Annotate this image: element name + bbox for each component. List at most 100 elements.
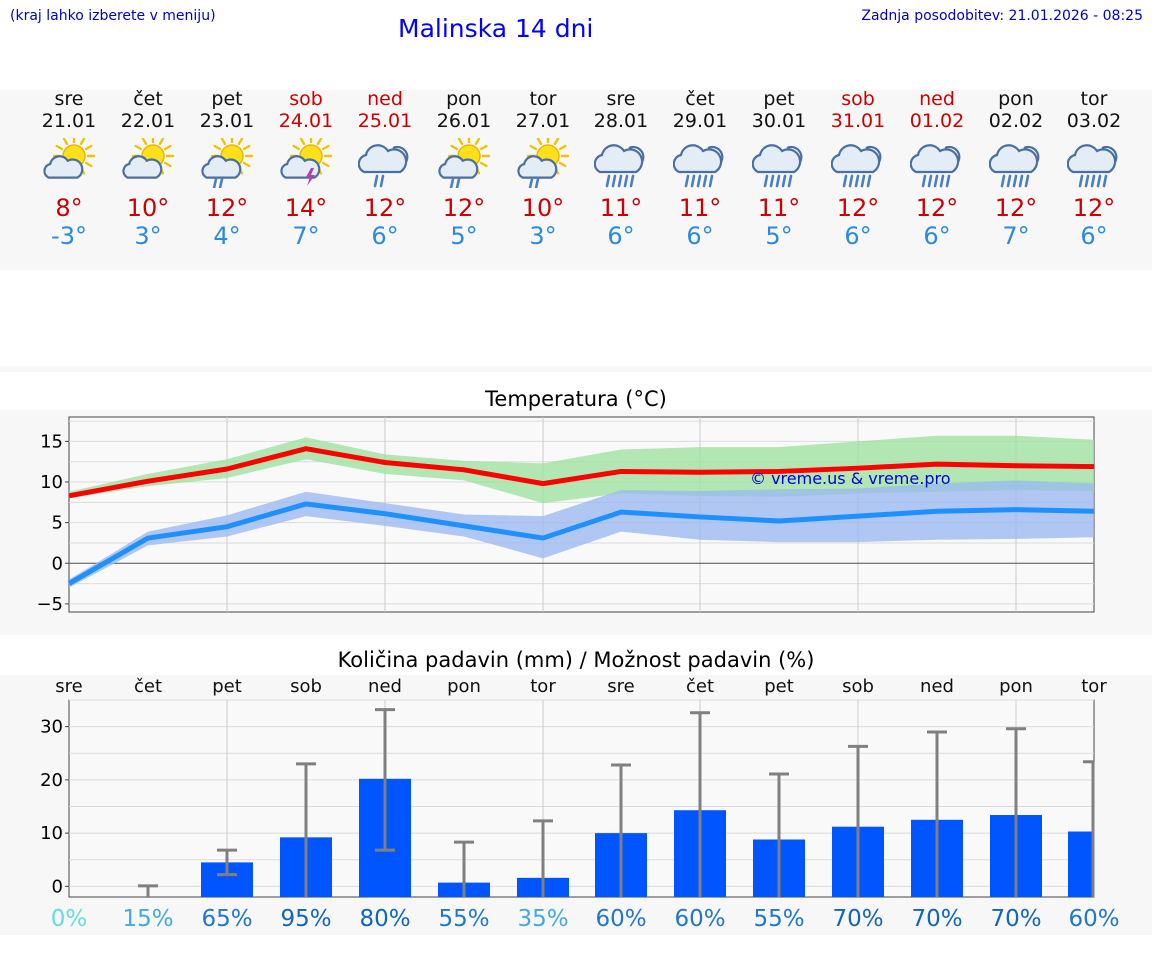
min-temperature: 7° [1002, 222, 1030, 250]
day-name: ned [367, 88, 403, 110]
max-temperature: 12° [363, 194, 407, 222]
min-temperature: 6° [1080, 222, 1108, 250]
min-temperature: 5° [450, 222, 478, 250]
cloud-shape [43, 155, 84, 179]
cloud-shape [594, 144, 644, 174]
error-bar [690, 711, 710, 897]
max-temperature: 12° [836, 194, 880, 222]
header-note[interactable]: (kraj lahko izberete v meniju) [10, 8, 216, 24]
max-temperature: 12° [205, 194, 249, 222]
max-temperature-line [68, 446, 1095, 499]
day-column: pet 23.01 12° 4° [187, 88, 267, 250]
day-column: sob 24.01 14° 7° [266, 88, 346, 250]
day-name: tor [1080, 88, 1108, 110]
day-column: sre 28.01 11° 6° [581, 88, 661, 250]
precip-bar [1068, 831, 1094, 897]
precip-probability: 95% [280, 906, 331, 932]
precip-probability: 15% [122, 906, 173, 932]
min-temperature: 4° [213, 222, 241, 250]
cloud-heavy-rain-icon [831, 144, 882, 188]
day-date: 21.01 [41, 110, 97, 132]
day-column: ned 25.01 12° 6° [345, 88, 425, 250]
cloud-rain-icon [358, 144, 409, 188]
rain-drops [212, 177, 224, 188]
error-bar [375, 708, 395, 852]
min-temperature: 6° [923, 222, 951, 250]
min-temperature: 6° [686, 222, 714, 250]
day-date: 23.01 [199, 110, 255, 132]
day-date: 03.02 [1066, 110, 1122, 132]
cloud-heavy-rain-icon [752, 144, 803, 188]
day-column: pon 02.02 12° 7° [976, 88, 1056, 250]
page-title: Malinska 14 dni [398, 14, 594, 43]
precip-probability: 60% [595, 906, 646, 932]
x-category-label: pet [764, 676, 794, 697]
day-date: 28.01 [593, 110, 649, 132]
x-category-label: ned [368, 676, 402, 697]
cloud-heavy-rain-icon [910, 144, 961, 188]
cloud-shape [752, 144, 802, 174]
x-category-label: tor [1081, 676, 1107, 697]
x-category-label: ned [920, 676, 954, 697]
error-bar [296, 762, 316, 897]
cloud-shape [989, 144, 1039, 174]
day-name: pet [211, 88, 243, 110]
min-temperature: -3° [51, 222, 87, 250]
temperature-title: Temperatura (°C) [485, 387, 667, 411]
sun-cloud-icon [43, 138, 96, 179]
precip-probability: 70% [832, 906, 883, 932]
y-tick-label: 10 [40, 472, 63, 493]
day-name: tor [529, 88, 557, 110]
day-name: pon [446, 88, 482, 110]
rain-drops [449, 177, 461, 188]
day-column: tor 03.02 12° 6° [1054, 88, 1134, 250]
min-temperature: 7° [292, 222, 320, 250]
error-bar [769, 772, 789, 897]
min-temperature: 6° [844, 222, 872, 250]
min-temperature: 6° [607, 222, 635, 250]
last-update: Zadnja posodobitev: 21.01.2026 - 08:25 [861, 8, 1143, 24]
cloud-shape [517, 155, 558, 179]
precip-probability: 70% [990, 906, 1041, 932]
max-temperature: 12° [442, 194, 486, 222]
cloud-shape [673, 144, 723, 174]
cloud-shape [910, 144, 960, 174]
rain-drops [605, 174, 635, 188]
day-date: 24.01 [278, 110, 334, 132]
lightning-shape [306, 168, 315, 186]
precip-probability: 55% [753, 906, 804, 932]
rain-drops [373, 174, 385, 188]
day-date: 27.01 [515, 110, 571, 132]
day-name: ned [919, 88, 955, 110]
error-bar [927, 730, 947, 897]
max-temperature: 12° [1072, 194, 1116, 222]
cloud-shape [280, 155, 321, 179]
error-bar [611, 763, 631, 897]
x-category-label: sob [842, 676, 874, 697]
rain-drops [842, 174, 872, 188]
precip-probability: 60% [674, 906, 725, 932]
precip-probability: 35% [517, 906, 568, 932]
max-temperature: 11° [599, 194, 643, 222]
min-temperature: 3° [134, 222, 162, 250]
y-tick-label: −5 [36, 594, 63, 615]
y-tick-label: 20 [40, 770, 63, 791]
day-date: 31.01 [830, 110, 886, 132]
watermark: © vreme.us & vreme.pro [750, 469, 951, 488]
x-category-label: tor [530, 676, 556, 697]
x-category-label: sre [55, 676, 82, 697]
temperature-chart: 15 10 5 0 −5 © vreme.us & vreme.pro [36, 416, 1095, 615]
precipitation-chart: 30 20 10 0 sre čet pet sob ned pon tor sre čet pet sob… [40, 676, 1119, 932]
x-category-label: sre [607, 676, 634, 697]
sun-cloud-storm-icon [280, 138, 333, 186]
precip-probability: 70% [911, 906, 962, 932]
cloud-heavy-rain-icon [594, 144, 645, 188]
x-category-label: čet [134, 676, 162, 697]
precip-title: Količina padavin (mm) / Možnost padavin … [337, 648, 815, 672]
day-date: 26.01 [436, 110, 492, 132]
max-temperature: 11° [678, 194, 722, 222]
sun-cloud-icon [122, 138, 175, 179]
error-bar [848, 744, 868, 897]
y-tick-label: 15 [40, 431, 63, 452]
error-bar [1006, 727, 1026, 897]
